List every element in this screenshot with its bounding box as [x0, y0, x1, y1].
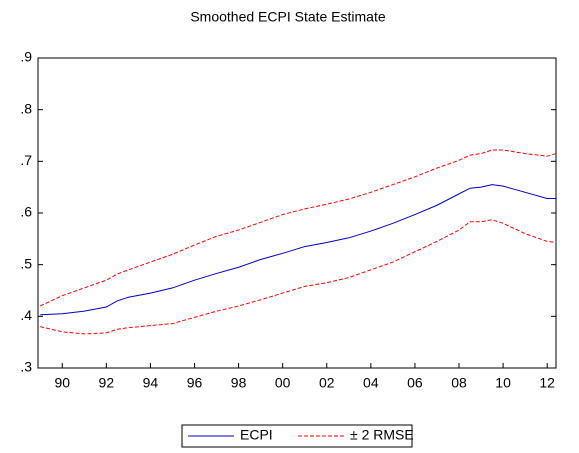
x-tick-label: 92	[99, 375, 115, 391]
x-tick-label: 04	[363, 375, 379, 391]
series-line	[40, 219, 557, 335]
y-tick-label: .4	[20, 307, 32, 323]
x-tick-label: 94	[143, 375, 159, 391]
plot-frame	[37, 57, 557, 369]
y-tick-label: .9	[20, 49, 32, 65]
y-tick-label: .3	[20, 359, 32, 375]
legend-label: ± 2 RMSE	[350, 427, 414, 443]
legend-label: ECPI	[240, 427, 273, 443]
x-tick-label: 08	[451, 375, 467, 391]
x-tick-label: 10	[495, 375, 511, 391]
series-line	[39, 149, 557, 307]
x-tick-label: 90	[54, 375, 70, 391]
y-tick-label: .7	[20, 152, 32, 168]
x-tick-label: 12	[539, 375, 555, 391]
y-tick-label: .5	[20, 255, 32, 271]
x-tick-label: 06	[407, 375, 423, 391]
x-tick-label: 00	[275, 375, 291, 391]
series-line	[40, 184, 556, 316]
x-tick-label: 02	[319, 375, 335, 391]
legend-box	[181, 424, 413, 448]
x-tick-label: 98	[231, 375, 247, 391]
y-tick-label: .8	[20, 100, 32, 116]
y-tick-label: .6	[20, 204, 32, 220]
chart-title: Smoothed ECPI State Estimate	[190, 9, 386, 25]
x-tick-label: 96	[187, 375, 203, 391]
